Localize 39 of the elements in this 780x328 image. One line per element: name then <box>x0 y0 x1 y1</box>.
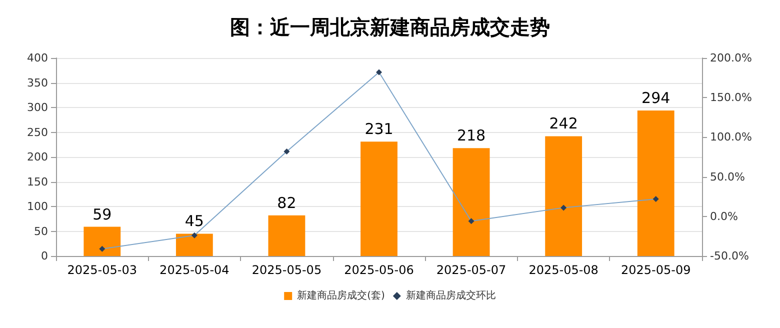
y2-tick-label: 0.0% <box>710 210 738 223</box>
y2-tick-label: 200.0% <box>710 52 752 64</box>
x-tick-label: 2025-05-07 <box>436 263 506 277</box>
data-label: 82 <box>277 194 296 212</box>
bar <box>452 148 490 256</box>
legend-label: 新建商品房成交(套) <box>297 290 385 302</box>
data-label: 294 <box>642 88 670 107</box>
data-label: 218 <box>456 126 486 145</box>
x-tick-label: 2025-05-03 <box>67 263 138 277</box>
y2-tick-label: 50.0% <box>710 170 745 184</box>
data-label: 242 <box>549 114 578 133</box>
y-tick-label: 50 <box>34 224 48 238</box>
y-tick-label: 150 <box>27 175 48 188</box>
y-tick-label: 350 <box>27 76 48 90</box>
x-tick-label: 2025-05-09 <box>620 263 691 277</box>
bar <box>176 234 213 256</box>
y2-tick-label: 100.0% <box>710 130 752 144</box>
legend-label: 新建商品房成交环比 <box>406 290 496 302</box>
x-tick-label: 2025-05-08 <box>528 263 598 277</box>
bar <box>84 226 121 256</box>
y-tick-label: 200 <box>27 150 48 164</box>
x-tick-label: 2025-05-06 <box>344 263 414 277</box>
chart-title: 图：近一周北京新建商品房成交走势 <box>230 15 550 39</box>
y-tick-label: 0 <box>41 250 48 262</box>
y2-tick-label: 150.0% <box>710 91 752 104</box>
bar <box>545 136 582 256</box>
data-label: 45 <box>184 212 204 230</box>
bar <box>360 142 398 256</box>
y2-tick-label: -50.0% <box>710 250 749 262</box>
x-tick-label: 2025-05-05 <box>252 263 322 277</box>
y-tick-label: 400 <box>27 52 48 64</box>
bar <box>637 110 674 256</box>
y-tick-label: 300 <box>27 101 48 114</box>
x-tick-label: 2025-05-04 <box>160 263 230 277</box>
y-tick-label: 100 <box>27 200 48 213</box>
data-label: 59 <box>92 205 112 224</box>
y-tick-label: 250 <box>27 126 48 139</box>
data-label: 231 <box>364 120 394 138</box>
bar <box>268 215 306 256</box>
